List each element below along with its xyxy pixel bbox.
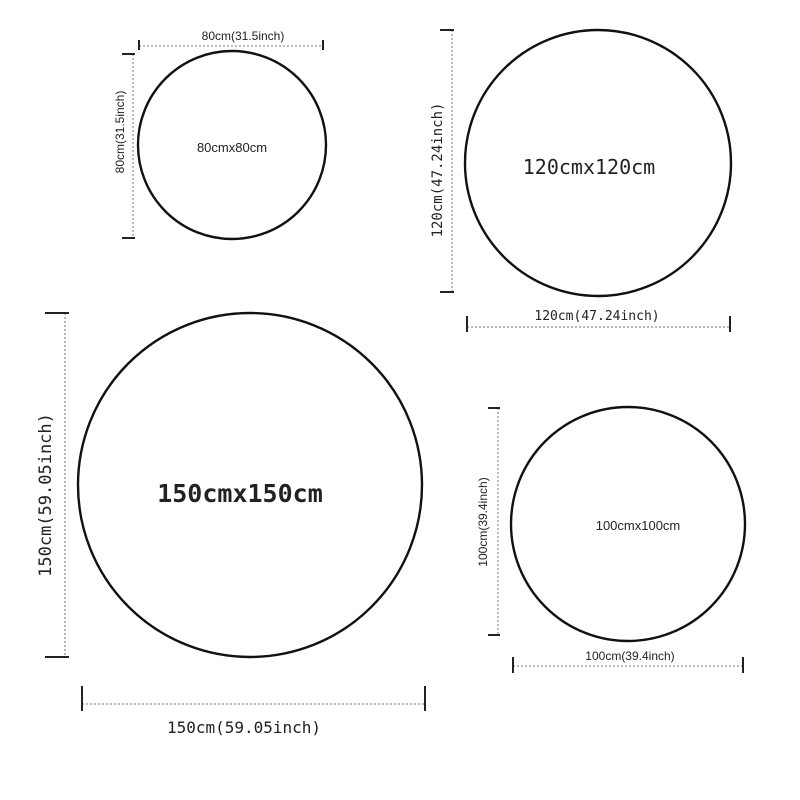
size-label-150cm: 150cmx150cm (157, 479, 323, 508)
circle-150cm-group: 150cm(59.05inch) 150cm(59.05inch) 150cmx… (36, 311, 426, 737)
circle-100cm (509, 405, 747, 643)
width-label-120cm: 120cm(47.24inch) (534, 309, 659, 324)
height-label-100cm: 100cm(39.4inch) (476, 477, 490, 566)
circle-80cm-group: 80cm(31.5inch) 80cm(31.5inch) 80cmx80cm (113, 29, 328, 241)
circle-100cm-group: 100cm(39.4inch) 100cm(39.4inch) 100cmx10… (476, 405, 747, 673)
circle-120cm (463, 28, 733, 298)
circle-80cm (136, 49, 328, 241)
height-label-120cm: 120cm(47.24inch) (430, 103, 446, 238)
width-label-80cm: 80cm(31.5inch) (202, 29, 285, 43)
circle-120cm-group: 120cm(47.24inch) 120cm(47.24inch) 120cmx… (430, 28, 733, 332)
height-label-150cm: 150cm(59.05inch) (36, 413, 56, 577)
circle-150cm (76, 311, 424, 659)
width-label-150cm: 150cm(59.05inch) (167, 718, 321, 737)
size-label-80cm: 80cmx80cm (197, 140, 267, 155)
height-label-80cm: 80cm(31.5inch) (113, 91, 127, 174)
size-label-120cm: 120cmx120cm (523, 155, 655, 179)
width-label-100cm: 100cm(39.4inch) (585, 649, 674, 663)
size-label-100cm: 100cmx100cm (596, 518, 681, 533)
